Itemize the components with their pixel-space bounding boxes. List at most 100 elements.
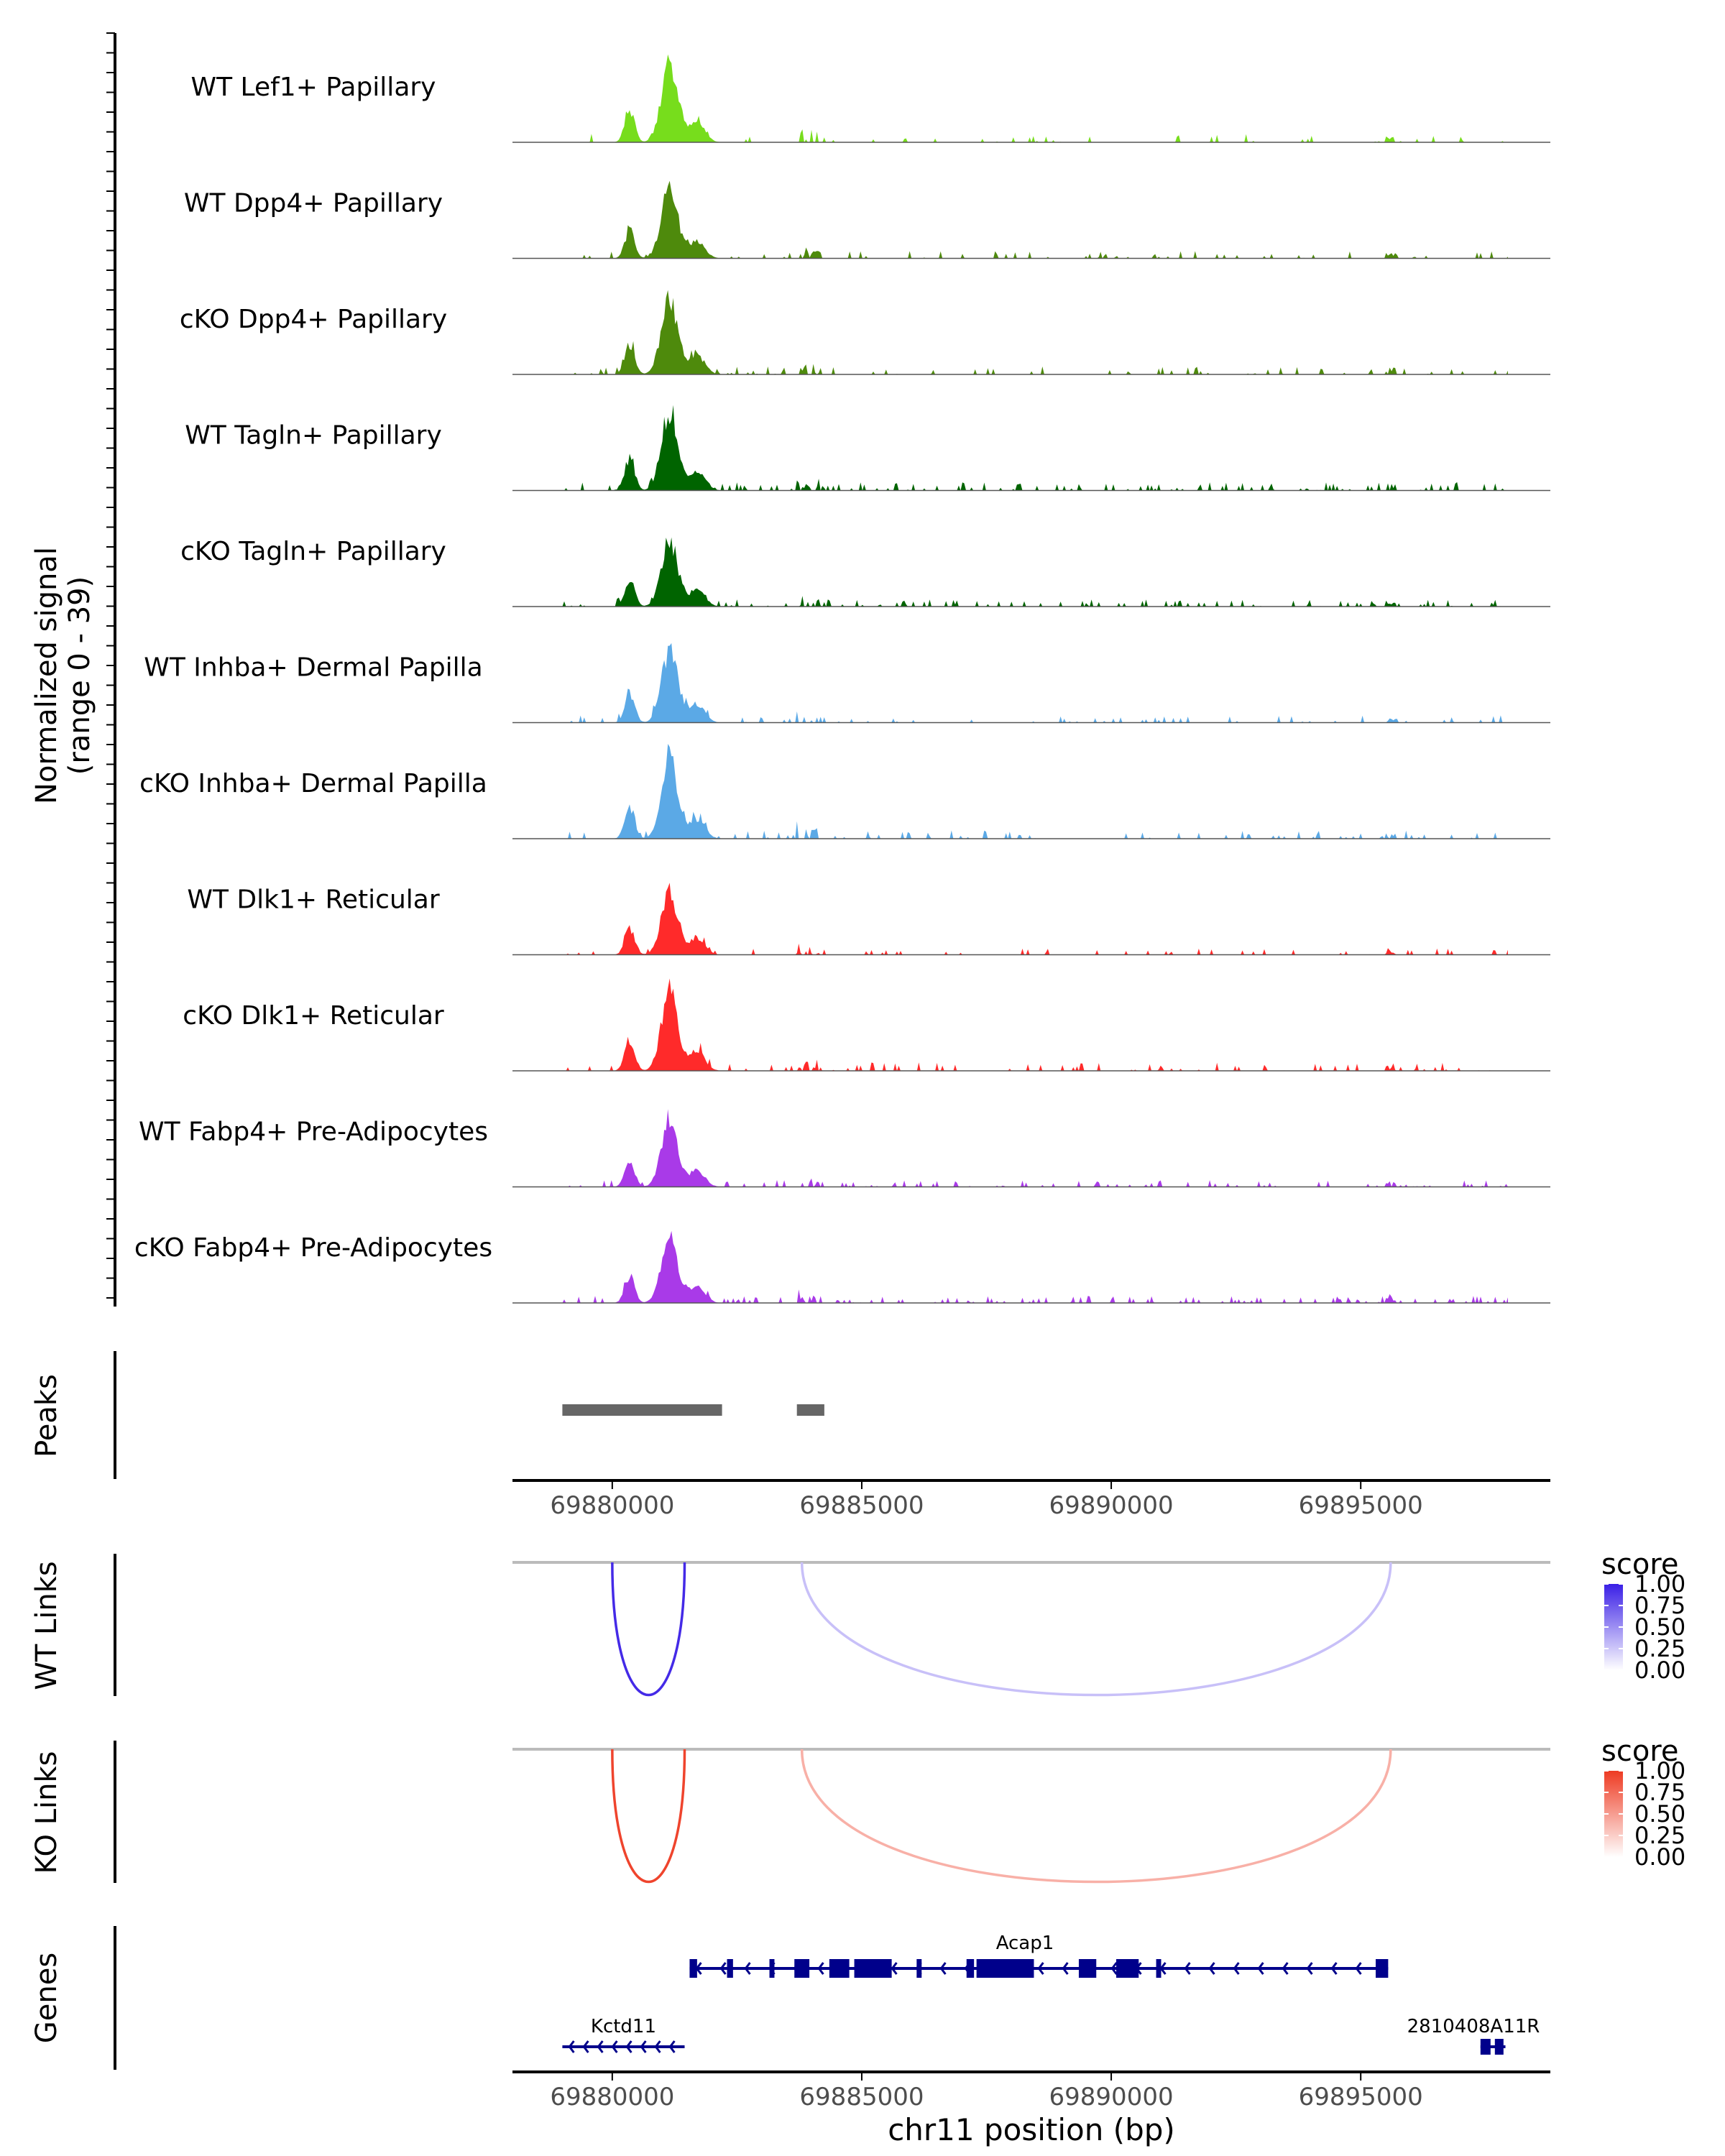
x-tick-label: 69895000 [1299,1491,1423,1520]
strand-arrow [1306,1962,1313,1975]
gene-exon [1156,1959,1162,1978]
gene-exon [916,1959,922,1978]
coverage-track: WT Tagln+ Papillary [185,405,1550,492]
coverage-area [562,883,1508,955]
links-label: WT Links [30,1561,63,1690]
legend-title: score [1601,1735,1678,1768]
legend-tick-label: 0.75 [1634,1779,1685,1806]
gene-exon [976,1959,1034,1978]
track-label: cKO Inhba+ Dermal Papilla [139,769,487,798]
strand-arrow [597,2040,604,2053]
legend-tick-label: 0.00 [1634,1657,1685,1684]
coverage-area [562,180,1508,259]
track-label: WT Dlk1+ Reticular [187,885,439,915]
strand-arrow [1355,1962,1362,1975]
gene-exon [1494,2039,1504,2055]
coverage-area [562,744,1508,839]
coverage-area [562,405,1508,491]
strand-arrow [744,1962,751,1975]
gene-exon [829,1959,850,1978]
x-tick-label: 69880000 [550,2083,674,2111]
strand-arrow [625,2040,632,2053]
x-tick-label: 69885000 [799,2083,924,2111]
strand-arrow [654,2040,661,2053]
peaks-label: Peaks [30,1374,63,1457]
track-label: WT Lef1+ Papillary [191,73,436,102]
gene-exon [769,1959,775,1978]
legend-tick-label: 0.00 [1634,1843,1685,1871]
track-label: WT Tagln+ Papillary [185,421,442,451]
track-label: WT Dpp4+ Papillary [184,189,443,218]
gene-exon [1078,1959,1097,1978]
track-label: cKO Dpp4+ Papillary [180,305,447,334]
x-tick-label: 69890000 [1049,1491,1174,1520]
gene-exon [727,1959,733,1978]
coverage-area [562,54,1508,142]
coverage-track: cKO Inhba+ Dermal Papilla [139,744,1550,839]
coverage-panel: Normalized signal (range 0 - 39) WT Lef1… [30,32,1550,1307]
legend-tick-label: 0.25 [1634,1822,1685,1849]
strand-arrow [1062,1962,1069,1975]
x-tick-label: 69885000 [799,1491,924,1520]
coverage-track: cKO Tagln+ Papillary [180,537,1550,607]
coverage-track: cKO Dlk1+ Reticular [183,978,1550,1072]
strand-arrow [719,1962,727,1975]
coverage-track: WT Lef1+ Papillary [191,54,1550,143]
strand-arrow [939,1962,947,1975]
gene-model: Kctd11 [562,2016,685,2053]
legend-tick-label: 0.50 [1634,1613,1685,1641]
legend-tick-label: 0.50 [1634,1800,1685,1828]
genes-label: Genes [30,1953,63,2043]
gene-models: Acap1 Kctd11 2810408A11R [562,1932,1540,2055]
gene-exon [794,1959,810,1978]
peaks-x-axis: 69880000 69885000 69890000 69895000 [550,1480,1423,1520]
strand-arrow [1282,1962,1289,1975]
coverage-track: WT Dlk1+ Reticular [187,883,1550,956]
link-arc [611,1749,686,1883]
gene-exon [689,1959,697,1978]
coverage-track: WT Dpp4+ Papillary [184,180,1550,259]
coverage-ylabel-range: (range 0 - 39) [63,576,96,775]
gene-exon [966,1959,975,1978]
legend-tick-label: 0.75 [1634,1592,1685,1619]
strand-arrow [1184,1962,1191,1975]
track-label: cKO Dlk1+ Reticular [183,1001,444,1031]
strand-arrow [1330,1962,1338,1975]
strand-arrow [1233,1962,1240,1975]
gene-label: 2810408A11R [1407,2016,1540,2037]
genes-x-axis: 69880000 69885000 69890000 69895000 [550,2072,1423,2111]
coverage-track: cKO Fabp4+ Pre-Adipocytes [134,1230,1550,1304]
strand-arrow [582,2040,589,2053]
legend-tick-label: 0.25 [1634,1635,1685,1662]
strand-arrow [611,2040,618,2053]
gene-exon [1376,1959,1389,1978]
strand-arrow [640,2040,647,2053]
peak-region [562,1404,722,1416]
coverage-area [562,290,1508,374]
coverage-track: WT Inhba+ Dermal Papilla [144,642,1550,724]
coverage-area [562,537,1508,607]
coverage-track: WT Fabp4+ Pre-Adipocytes [139,1109,1550,1188]
track-label: cKO Tagln+ Papillary [180,537,446,566]
x-tick-label: 69880000 [550,1491,674,1520]
coverage-area [562,1109,1508,1187]
strand-arrow [1110,1962,1118,1975]
coverage-y-ticks [106,32,115,1299]
link-arc [800,1562,1392,1697]
legend-tick-label: 1.00 [1634,1757,1685,1784]
strand-arrow [817,1962,824,1975]
peak-region [796,1404,824,1416]
track-label: cKO Fabp4+ Pre-Adipocytes [134,1233,492,1263]
strand-arrow [1208,1962,1215,1975]
link-arc [800,1749,1392,1884]
coverage-area [562,642,1508,723]
strand-arrow [1257,1962,1264,1975]
gene-label: Acap1 [996,1932,1054,1954]
peak-regions [562,1404,824,1416]
legend-title: score [1601,1548,1678,1581]
gene-model: Acap1 [689,1932,1389,1978]
